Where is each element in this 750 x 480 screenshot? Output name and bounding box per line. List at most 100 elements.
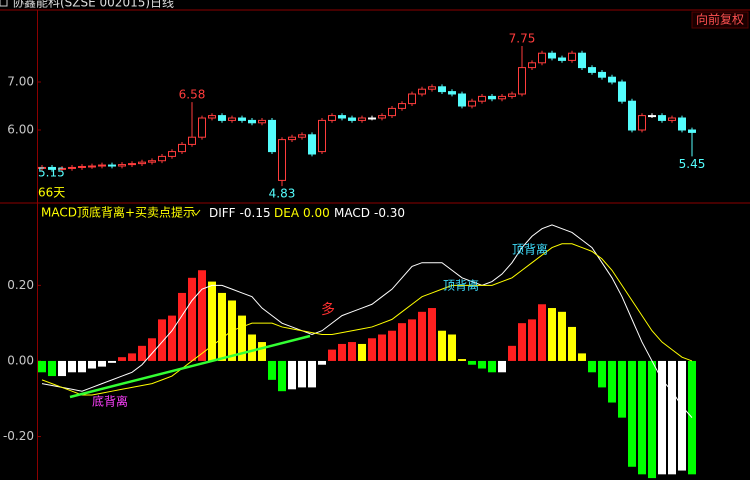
candle-body [448, 91, 456, 95]
candle-body [638, 115, 646, 131]
candle-body [158, 155, 166, 162]
macd-bar [258, 342, 266, 361]
candle-body [68, 166, 76, 169]
macd-bar [188, 277, 196, 361]
candle-body [428, 86, 436, 90]
macd-bar [238, 315, 246, 361]
candle-body [608, 76, 616, 83]
dropdown-icon[interactable] [191, 209, 201, 216]
macd-bar [158, 319, 166, 361]
macd-bar [38, 360, 46, 373]
macd-bar [528, 319, 536, 361]
candle-body [488, 95, 496, 100]
macd-bar [208, 281, 216, 361]
candle-body [688, 129, 696, 133]
candle-body [318, 119, 326, 153]
days-label: 66天 [38, 186, 65, 200]
candle-body [528, 62, 536, 69]
macd-bar [468, 360, 476, 365]
macd-bar [508, 345, 516, 361]
candle-body [518, 67, 526, 95]
macd-bar [168, 315, 176, 361]
legend-name: DIFF [209, 206, 236, 220]
macd-bar [278, 360, 286, 392]
candle-body [358, 117, 366, 121]
macd-bar [328, 349, 336, 361]
legend-diff: DIFF -0.15 [209, 206, 271, 220]
macd-bar [538, 304, 546, 361]
candle-body [598, 71, 606, 78]
candle-body [138, 161, 146, 165]
macd-bar [558, 311, 566, 361]
macd-bar [128, 353, 136, 361]
period[interactable]: 日线 [150, 0, 174, 10]
macd-bar [388, 330, 396, 361]
candle-body [338, 115, 346, 119]
price-label: 4.83 [269, 187, 296, 201]
adjust-label[interactable]: 向前复权 [696, 12, 744, 27]
candle-body [278, 139, 286, 181]
macd-bar [248, 334, 256, 361]
macd-bar [618, 360, 626, 418]
macd-bar [408, 319, 416, 361]
candle-body [238, 117, 246, 121]
macd-bar [488, 360, 496, 373]
macd-bar [588, 360, 596, 373]
macd-bar [178, 292, 186, 361]
legend-name: MACD [334, 206, 370, 220]
macd-bar [88, 360, 96, 369]
candle-body [148, 160, 156, 163]
macd-bar [548, 308, 556, 361]
candle-body [288, 136, 296, 141]
y-tick-label: -0.20 [3, 429, 34, 443]
indicator-title[interactable]: MACD顶底背离+买卖点提示 [41, 205, 195, 220]
indicator-line [41, 243, 693, 396]
candle-body [108, 164, 116, 167]
annotation: 底背离 [92, 394, 128, 409]
candle-body [498, 95, 506, 100]
macd-bar [58, 360, 66, 377]
macd-bar [578, 353, 586, 361]
candle-body [658, 115, 666, 121]
macd-bar [78, 360, 86, 373]
macd-bar [368, 338, 376, 361]
macd-bar [138, 345, 146, 361]
macd-bar [268, 360, 276, 380]
indicator-line [41, 224, 693, 418]
macd-bar [118, 357, 126, 361]
candle-body [678, 117, 686, 131]
candle-body [168, 151, 176, 157]
macd-bar [348, 342, 356, 361]
candle-body [208, 115, 216, 119]
adjust-box[interactable] [691, 11, 749, 29]
annotation: 顶背离 [443, 278, 479, 293]
macd-bar [298, 360, 306, 388]
candle-body [388, 107, 396, 117]
y-tick-label: 0.00 [7, 353, 34, 367]
legend-value: -0.15 [240, 206, 271, 220]
macd-bar [458, 359, 466, 361]
candle-body [558, 57, 566, 61]
y-tick-label: 7.00 [7, 75, 34, 89]
legend-macd: MACD -0.30 [334, 206, 405, 220]
candle-body [228, 117, 236, 121]
macd-bar [518, 323, 526, 361]
macd-bar [398, 323, 406, 361]
candle-body [258, 119, 266, 124]
macd-bar [48, 360, 56, 377]
stock-name: 协鑫能科(SZSE 002015) [12, 0, 150, 10]
data-layer: 6.00 7.00 6.58 7.75 4.83 5.45 5.15 0.20 0.00 -0.2… [3, 32, 705, 479]
candle-body [368, 117, 376, 120]
divergence-line [69, 334, 311, 399]
legend-name: DEA [274, 206, 300, 220]
candle-body [218, 115, 226, 121]
candle-body [618, 81, 626, 102]
candle-body [588, 67, 596, 73]
candle-body [118, 164, 126, 167]
candle-body [188, 136, 196, 145]
macd-bar [338, 343, 346, 361]
legend-dea: DEA 0.00 [274, 206, 330, 220]
macd-bar [608, 360, 616, 403]
macd-bar [598, 360, 606, 388]
